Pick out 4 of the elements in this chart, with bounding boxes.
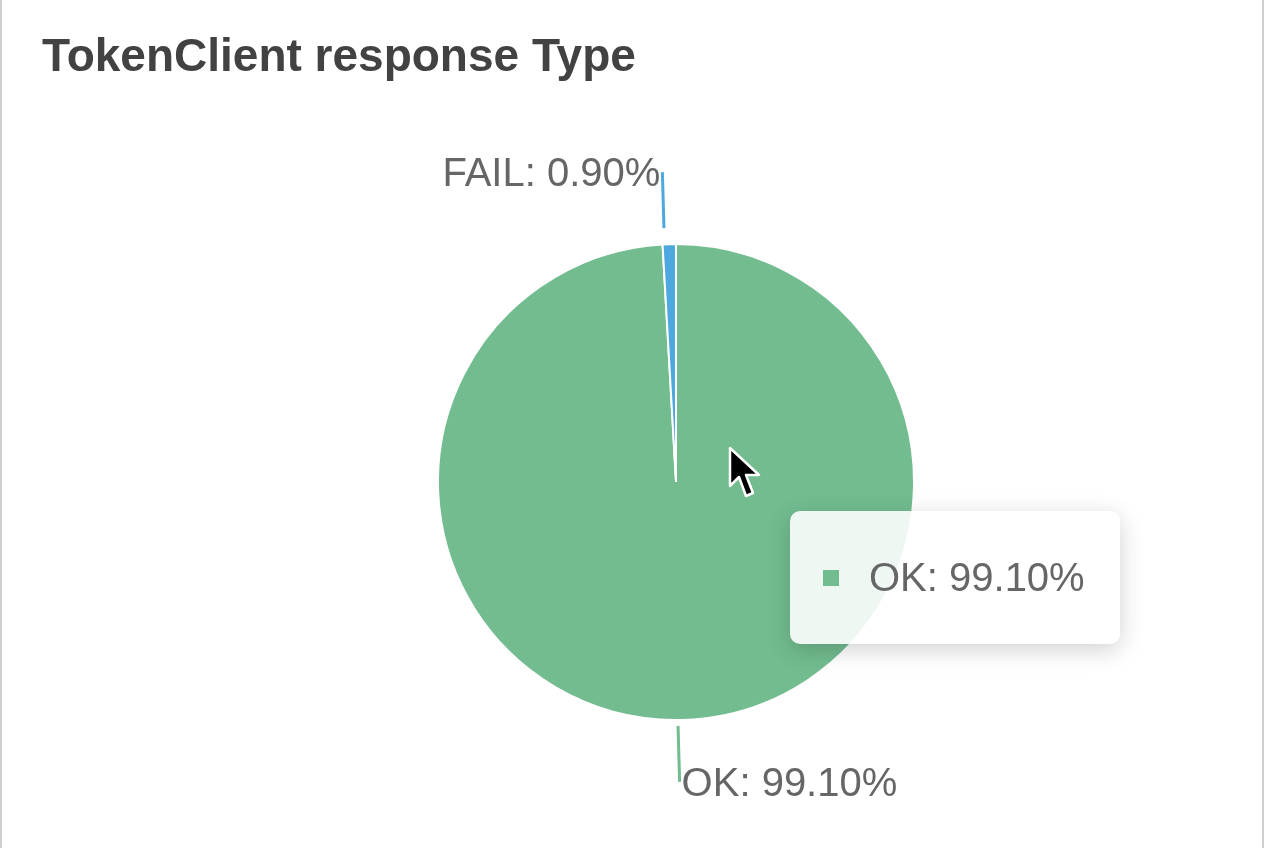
slice-label: FAIL: 0.90% <box>442 150 661 195</box>
slice-label: OK: 99.10% <box>681 759 898 804</box>
tooltip-box: OK: 99.10% <box>790 511 1120 644</box>
chart-title: TokenClient response Type <box>42 28 636 82</box>
